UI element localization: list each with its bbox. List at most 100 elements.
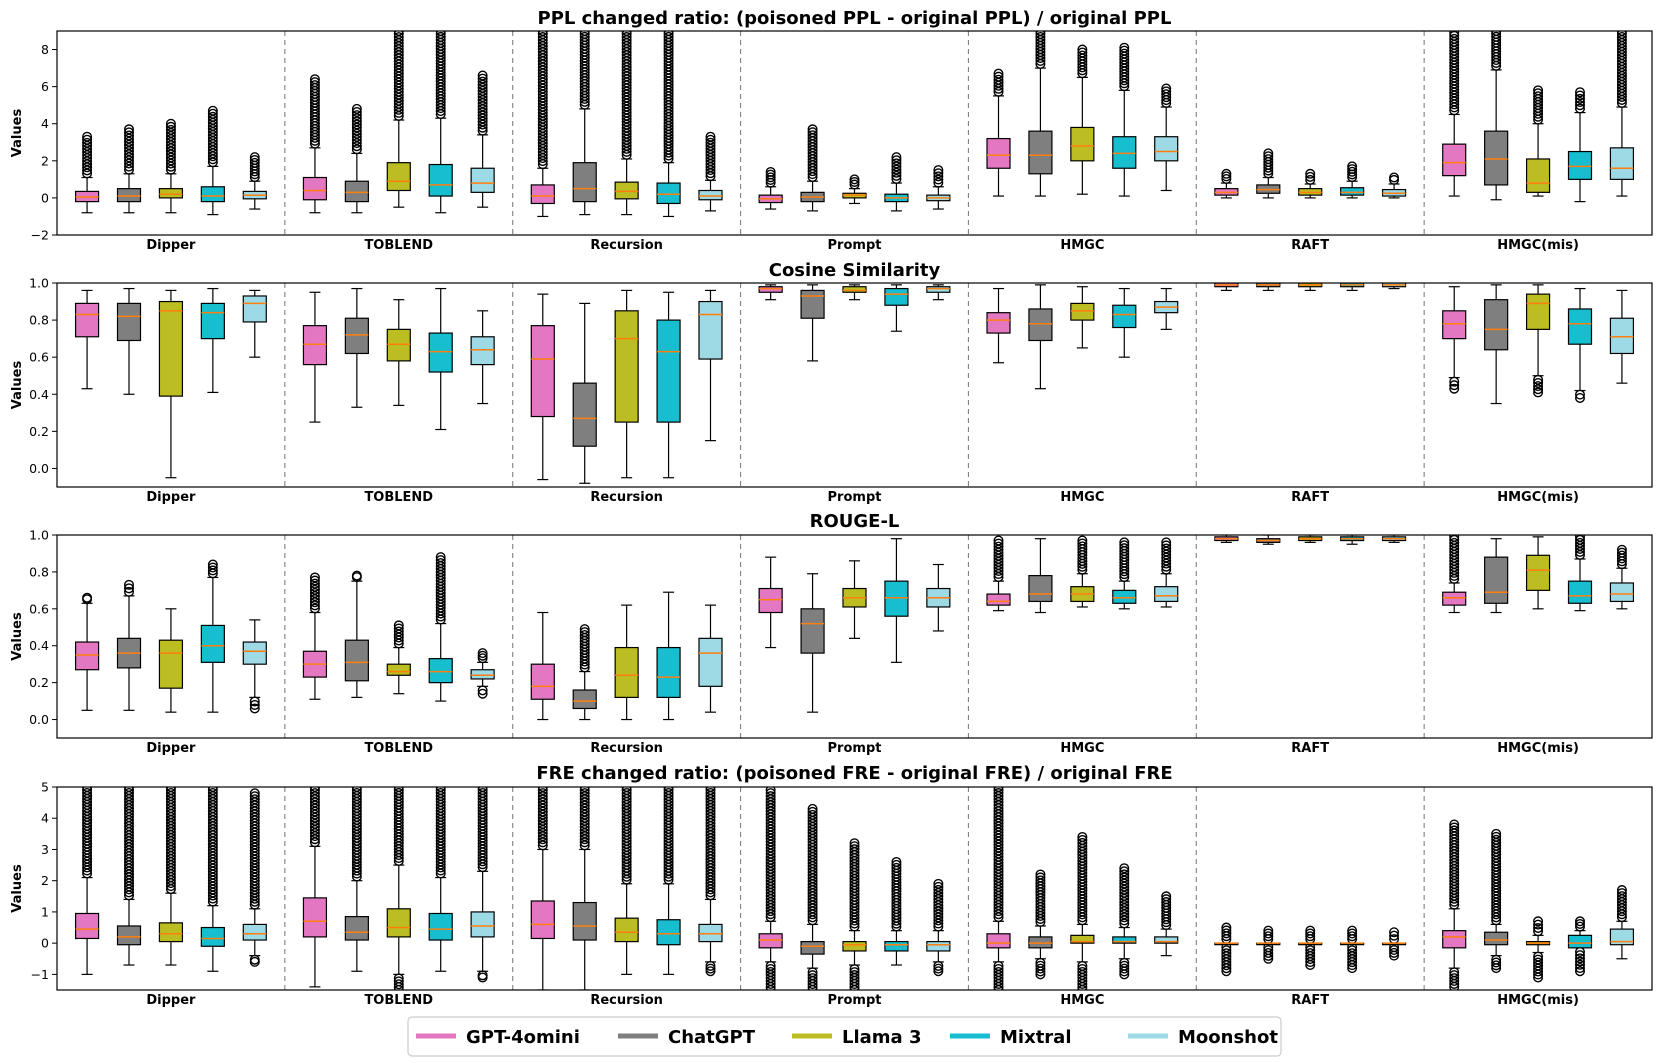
- outlier-point: [765, 791, 776, 802]
- box-body: [884, 580, 909, 617]
- box-hmgc-mis--mixtral: [1567, 287, 1593, 403]
- box-raft-llama-3: [1298, 925, 1323, 971]
- box-body: [344, 317, 369, 355]
- group-label: Prompt: [828, 993, 882, 1008]
- y-tick-label: 6: [41, 79, 49, 94]
- box-body: [986, 137, 1011, 169]
- outlier-point: [1389, 947, 1400, 958]
- box-raft-mixtral: [1340, 535, 1365, 545]
- outlier-point: [351, 141, 362, 152]
- legend-item-moonshot: Moonshot: [1128, 1027, 1278, 1048]
- outlier-point: [124, 146, 135, 157]
- box-recursion-moonshot: [698, 604, 723, 713]
- box-body: [656, 646, 681, 699]
- outlier-point: [621, 787, 632, 798]
- outlier-point: [393, 985, 404, 990]
- outlier-point: [1119, 966, 1130, 977]
- panel-title: ROUGE-L: [810, 511, 900, 532]
- box-prompt-llama-3: [842, 284, 867, 301]
- outlier-point: [891, 170, 902, 181]
- outlier-point: [393, 787, 404, 798]
- box-body: [1609, 317, 1635, 355]
- outlier-point: [435, 787, 446, 798]
- box-body: [386, 908, 411, 938]
- outlier-point: [1161, 537, 1172, 548]
- outlier-point: [1221, 928, 1232, 939]
- box-body: [1609, 582, 1635, 603]
- box-body: [1525, 158, 1551, 193]
- box-toblend-chatgpt: [344, 787, 369, 972]
- outlier-point: [435, 555, 446, 566]
- outlier-point: [1533, 919, 1544, 930]
- outlier-point: [1491, 31, 1502, 39]
- box-body: [1070, 302, 1095, 321]
- box-body: [74, 641, 100, 671]
- box-dipper-mixtral: [200, 105, 225, 216]
- outlier-point: [765, 169, 776, 180]
- box-body: [428, 912, 453, 941]
- outlier-point: [933, 165, 944, 176]
- box-dipper-mixtral: [200, 559, 225, 713]
- y-tick-label: 0.2: [29, 424, 49, 439]
- outlier-point: [1263, 148, 1274, 159]
- box-toblend-gpt-4omini: [302, 74, 328, 214]
- box-body: [1154, 136, 1179, 162]
- box-dipper-chatgpt: [116, 287, 142, 395]
- outlier-point: [705, 787, 716, 796]
- outlier-point: [849, 982, 860, 990]
- outlier-point: [579, 630, 590, 641]
- outlier-point: [1616, 891, 1627, 902]
- outlier-point: [891, 859, 902, 870]
- box-toblend-gpt-4omini: [302, 291, 328, 423]
- outlier-point: [705, 788, 716, 799]
- box-body: [428, 332, 453, 373]
- box-prompt-mixtral: [884, 856, 909, 966]
- outlier-point: [1574, 959, 1585, 970]
- outlier-point: [477, 688, 488, 699]
- box-recursion-gpt-4omini: [530, 787, 555, 990]
- box-hmgc-chatgpt: [1028, 31, 1053, 197]
- box-hmgc-chatgpt: [1028, 538, 1053, 614]
- box-hmgc-mis--llama-3: [1525, 284, 1551, 398]
- box-body: [842, 940, 867, 952]
- box-recursion-moonshot: [698, 131, 723, 212]
- box-raft-moonshot: [1381, 535, 1407, 543]
- outlier-point: [1347, 161, 1358, 172]
- outlier-point: [993, 981, 1004, 990]
- panel-plot-area: [74, 31, 1635, 218]
- outlier-point: [1119, 963, 1130, 974]
- outlier-point: [579, 788, 590, 799]
- outlier-point: [1161, 894, 1172, 905]
- box-body: [1609, 147, 1635, 180]
- outlier-point: [663, 31, 674, 42]
- box-body: [200, 302, 225, 340]
- group-label: Dipper: [146, 993, 196, 1008]
- group-label: HMGC: [1060, 490, 1104, 505]
- outlier-point: [1449, 981, 1460, 990]
- y-tick-label: 1: [41, 904, 49, 919]
- outlier-point: [1077, 837, 1088, 848]
- box-prompt-llama-3: [842, 174, 867, 205]
- y-tick-label: 4: [41, 116, 49, 131]
- outlier-point: [891, 167, 902, 178]
- box-hmgc-moonshot: [1154, 83, 1179, 192]
- outlier-point: [1077, 831, 1088, 842]
- outlier-point: [1533, 387, 1544, 398]
- group-label: RAFT: [1291, 490, 1329, 505]
- outlier-point: [1533, 91, 1544, 102]
- outlier-point: [124, 127, 135, 138]
- outlier-point: [993, 787, 1004, 796]
- outlier-point: [351, 138, 362, 149]
- box-hmgc-mixtral: [1112, 287, 1137, 358]
- box-recursion-gpt-4omini: [530, 611, 555, 721]
- outlier-point: [849, 979, 860, 990]
- outlier-point: [1533, 966, 1544, 977]
- box-body: [1484, 130, 1509, 186]
- outlier-point: [1119, 863, 1130, 874]
- outlier-point: [1035, 32, 1046, 43]
- box-body: [158, 188, 184, 199]
- outlier-point: [807, 803, 818, 814]
- outlier-point: [1119, 48, 1130, 59]
- box-body: [158, 300, 184, 397]
- outlier-point: [849, 174, 860, 185]
